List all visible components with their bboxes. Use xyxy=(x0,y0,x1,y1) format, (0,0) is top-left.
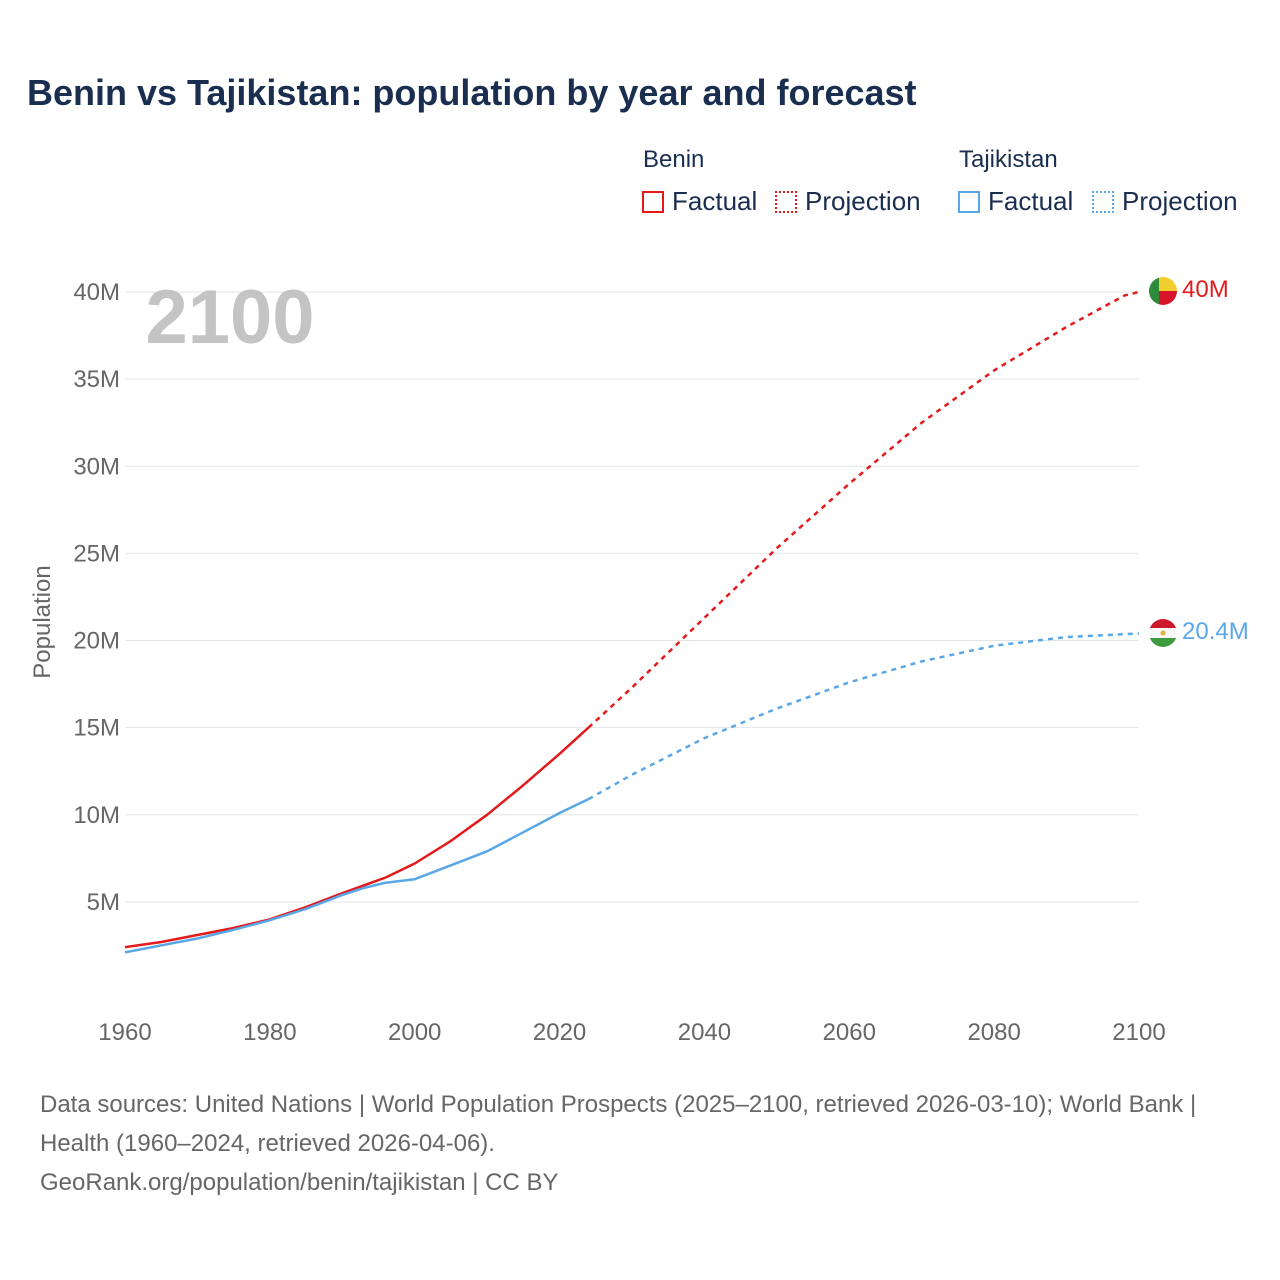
legend-swatch-tajikistan-projection xyxy=(1092,190,1114,213)
legend-swatch-benin-projection xyxy=(775,190,797,213)
legend-swatch-benin-factual xyxy=(642,190,664,213)
legend-label-tajikistan-projection: Projection xyxy=(1122,186,1238,216)
series-benin-projection xyxy=(587,290,1140,729)
end-label-benin: 40M xyxy=(1182,276,1229,303)
y-tick-label: 5M xyxy=(87,889,120,916)
tajikistan-flag-icon xyxy=(1149,619,1177,647)
series-tajikistan-factual xyxy=(124,797,590,954)
series-lines xyxy=(124,290,1140,954)
y-tick-label: 20M xyxy=(73,628,120,655)
legend-benin-projection[interactable]: Projection xyxy=(775,186,921,217)
grid-lines xyxy=(125,291,1139,903)
legend-label-tajikistan-factual: Factual xyxy=(988,186,1074,216)
end-label-tajikistan: 20.4M xyxy=(1182,618,1249,645)
y-axis-ticks: 5M 10M 15M 20M 25M 30M 35M 40M xyxy=(73,279,120,916)
x-axis-ticks: 1960 1980 2000 2020 2040 2060 2080 2100 xyxy=(98,1019,1165,1046)
x-tick-label: 2000 xyxy=(388,1019,441,1046)
x-tick-label: 1980 xyxy=(243,1019,296,1046)
x-tick-label: 2020 xyxy=(533,1019,586,1046)
footer-url: GeoRank.org/population/benin/tajikistan … xyxy=(40,1169,559,1196)
y-tick-label: 35M xyxy=(73,366,120,393)
year-watermark: 2100 xyxy=(145,275,314,360)
y-tick-label: 15M xyxy=(73,715,120,742)
chart-title: Benin vs Tajikistan: population by year … xyxy=(27,72,917,113)
x-tick-label: 2080 xyxy=(967,1019,1020,1046)
legend-group-tajikistan: Tajikistan xyxy=(959,146,1058,173)
x-tick-label: 2100 xyxy=(1112,1019,1165,1046)
y-tick-label: 40M xyxy=(73,279,120,306)
line-chart: 2100 5M 10M 15M 20M 25M 30M 35M 40M 1960 1980 200… xyxy=(29,275,1249,1046)
series-benin-factual xyxy=(124,726,590,949)
x-tick-label: 2040 xyxy=(678,1019,731,1046)
y-tick-label: 10M xyxy=(73,802,120,829)
x-tick-label: 1960 xyxy=(98,1019,151,1046)
legend-benin-factual[interactable]: Factual xyxy=(642,186,757,217)
legend-group-benin: Benin xyxy=(643,146,705,173)
footer-sources: Data sources: United Nations | World Pop… xyxy=(40,1091,1197,1157)
legend-label-benin-projection: Projection xyxy=(805,186,921,216)
legend-tajikistan-factual[interactable]: Factual xyxy=(958,186,1073,217)
y-axis-label: Population xyxy=(29,565,56,678)
x-tick-label: 2060 xyxy=(823,1019,876,1046)
legend-swatch-tajikistan-factual xyxy=(958,190,980,213)
y-tick-label: 30M xyxy=(73,453,120,480)
y-tick-label: 25M xyxy=(73,540,120,567)
benin-flag-icon xyxy=(1149,277,1177,305)
legend-tajikistan-projection[interactable]: Projection xyxy=(1092,186,1238,217)
legend-label-benin-factual: Factual xyxy=(672,186,758,216)
footer: Data sources: United Nations | World Pop… xyxy=(40,1085,1240,1202)
series-tajikistan-projection xyxy=(587,632,1140,801)
